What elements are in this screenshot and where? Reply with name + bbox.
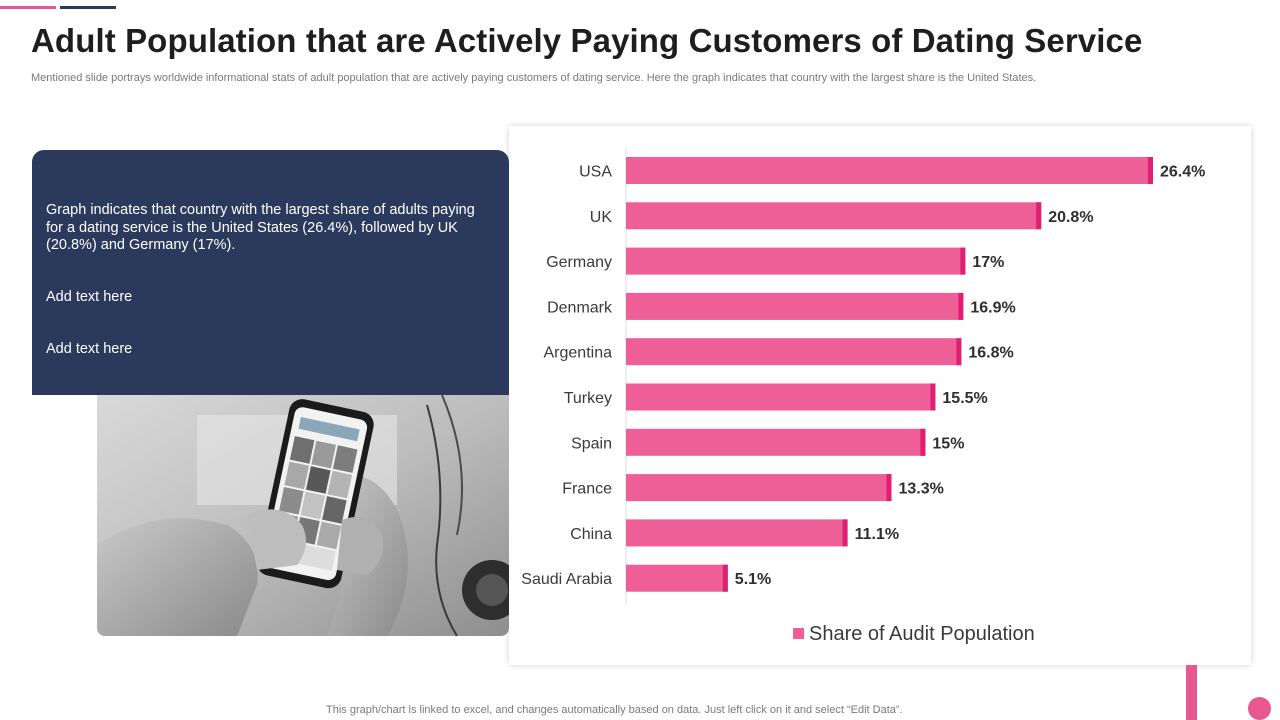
legend-label: Share of Audit Population xyxy=(809,623,1035,645)
data-label: 16.8% xyxy=(968,345,1013,362)
category-label: Germany xyxy=(546,254,612,271)
chart-panel: USA 26.4% UK 20.8% Germany 17% Denmark 16.9% Arg… xyxy=(509,126,1251,665)
info-placeholder-1[interactable]: Add text here xyxy=(46,289,133,305)
bar-cap-argentina xyxy=(956,338,962,366)
footer-note: This graph/chart is linked to excel, and… xyxy=(326,704,903,716)
bar-argentina xyxy=(626,338,962,366)
data-label: 15% xyxy=(932,435,964,452)
phone-photo xyxy=(97,395,509,636)
bar-cap-turkey xyxy=(930,383,936,411)
bar-cap-france xyxy=(886,474,892,502)
data-label: 13.3% xyxy=(898,481,943,498)
category-label: USA xyxy=(579,164,612,181)
page-title: Adult Population that are Actively Payin… xyxy=(31,22,1143,59)
bar-cap-spain xyxy=(920,428,926,456)
bar-france xyxy=(626,474,892,502)
bar-cap-uk xyxy=(1036,202,1042,230)
bar-denmark xyxy=(626,292,964,320)
legend-swatch xyxy=(793,628,804,639)
bar-cap-denmark xyxy=(958,292,964,320)
page-subtitle: Mentioned slide portrays worldwide infor… xyxy=(31,72,1037,84)
data-label: 15.5% xyxy=(942,390,987,407)
bar-cap-china xyxy=(842,519,848,547)
data-label: 17% xyxy=(972,254,1004,271)
info-box: Graph indicates that country with the la… xyxy=(32,150,509,395)
info-placeholder-2[interactable]: Add text here xyxy=(46,341,133,357)
category-label: UK xyxy=(590,209,613,226)
top-accent-navy xyxy=(60,6,116,9)
data-label: 16.9% xyxy=(970,299,1015,316)
decorative-pink-bar xyxy=(1186,665,1197,720)
bar-spain xyxy=(626,428,926,456)
category-label: Spain xyxy=(571,435,612,452)
top-accent-pink xyxy=(0,6,56,9)
info-paragraph[interactable]: Graph indicates that country with the la… xyxy=(46,202,475,253)
bar-cap-germany xyxy=(960,247,966,275)
category-label: Turkey xyxy=(564,390,612,407)
bar-cap-usa xyxy=(1147,157,1153,184)
bar-turkey xyxy=(626,383,936,411)
category-label: France xyxy=(562,481,612,498)
bar-cap-saudi-arabia xyxy=(722,564,728,592)
bar-china xyxy=(626,519,848,547)
data-label: 5.1% xyxy=(735,571,771,588)
data-label: 20.8% xyxy=(1048,209,1093,226)
bar-saudi-arabia xyxy=(626,564,728,592)
bar-chart: USA 26.4% UK 20.8% Germany 17% Denmark 16.9% Arg… xyxy=(521,148,1205,645)
category-label: China xyxy=(570,526,612,543)
bar-uk xyxy=(626,202,1042,230)
decorative-pink-dot xyxy=(1248,697,1271,720)
bar-usa xyxy=(626,157,1153,184)
category-label: Denmark xyxy=(547,299,613,316)
category-label: Saudi Arabia xyxy=(521,571,612,588)
data-label: 11.1% xyxy=(855,526,899,543)
category-label: Argentina xyxy=(544,345,613,362)
data-label: 26.4% xyxy=(1160,164,1205,181)
bar-germany xyxy=(626,247,966,275)
